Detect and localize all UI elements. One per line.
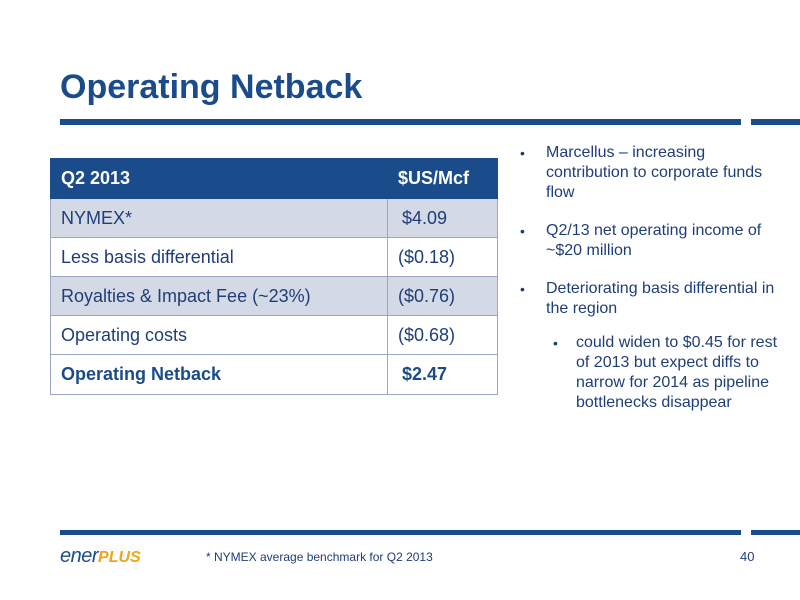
- row-label: Less basis differential: [50, 237, 388, 277]
- header-period: Q2 2013: [50, 158, 388, 199]
- row-label: NYMEX*: [50, 198, 388, 238]
- top-rule: [60, 119, 741, 125]
- logo-text-ener: ener: [60, 545, 99, 567]
- top-rule-accent: [751, 119, 800, 125]
- header-unit: $US/Mcf: [387, 158, 498, 199]
- enerplus-logo: enerPLUS: [60, 545, 141, 568]
- bullet-item: • Deteriorating basis differential in th…: [520, 279, 780, 319]
- bullet-text: Q2/13 net operating income of ~$20 milli…: [546, 222, 762, 259]
- bullet-dot-icon: •: [520, 281, 525, 297]
- row-value: $4.09: [387, 198, 498, 238]
- slide-title: Operating Netback: [60, 68, 363, 106]
- row-value: ($0.76): [387, 276, 498, 316]
- footnote: * NYMEX average benchmark for Q2 2013: [206, 550, 433, 564]
- table-row: NYMEX* $4.09: [50, 198, 498, 238]
- total-label: Operating Netback: [50, 354, 388, 395]
- bullet-text: Marcellus – increasing contribution to c…: [546, 144, 763, 201]
- bullet-dot-icon: •: [553, 335, 558, 351]
- table-header-row: Q2 2013 $US/Mcf: [50, 158, 498, 199]
- logo-text-plus: PLUS: [98, 549, 141, 566]
- table-row: Operating costs ($0.68): [50, 315, 498, 355]
- sub-bullet-text: could widen to $0.45 for rest of 2013 bu…: [576, 334, 778, 411]
- row-value: ($0.68): [387, 315, 498, 355]
- bullet-dot-icon: •: [520, 223, 525, 239]
- page-number: 40: [740, 549, 755, 564]
- row-label: Royalties & Impact Fee (~23%): [50, 276, 388, 316]
- bullet-item: • Q2/13 net operating income of ~$20 mil…: [520, 221, 780, 261]
- table-total-row: Operating Netback $2.47: [50, 354, 498, 395]
- table-row: Royalties & Impact Fee (~23%) ($0.76): [50, 276, 498, 316]
- row-label: Operating costs: [50, 315, 388, 355]
- bottom-rule-accent: [751, 530, 800, 535]
- bullet-dot-icon: •: [520, 145, 525, 161]
- bullet-item: • Marcellus – increasing contribution to…: [520, 143, 780, 203]
- table-row: Less basis differential ($0.18): [50, 237, 498, 277]
- bullet-list: • Marcellus – increasing contribution to…: [520, 143, 780, 413]
- row-value: ($0.18): [387, 237, 498, 277]
- total-value: $2.47: [387, 354, 498, 395]
- sub-bullet-item: • could widen to $0.45 for rest of 2013 …: [520, 333, 780, 413]
- bottom-rule: [60, 530, 741, 535]
- netback-table: Q2 2013 $US/Mcf NYMEX* $4.09 Less basis …: [50, 158, 498, 395]
- bullet-text: Deteriorating basis differential in the …: [546, 280, 775, 317]
